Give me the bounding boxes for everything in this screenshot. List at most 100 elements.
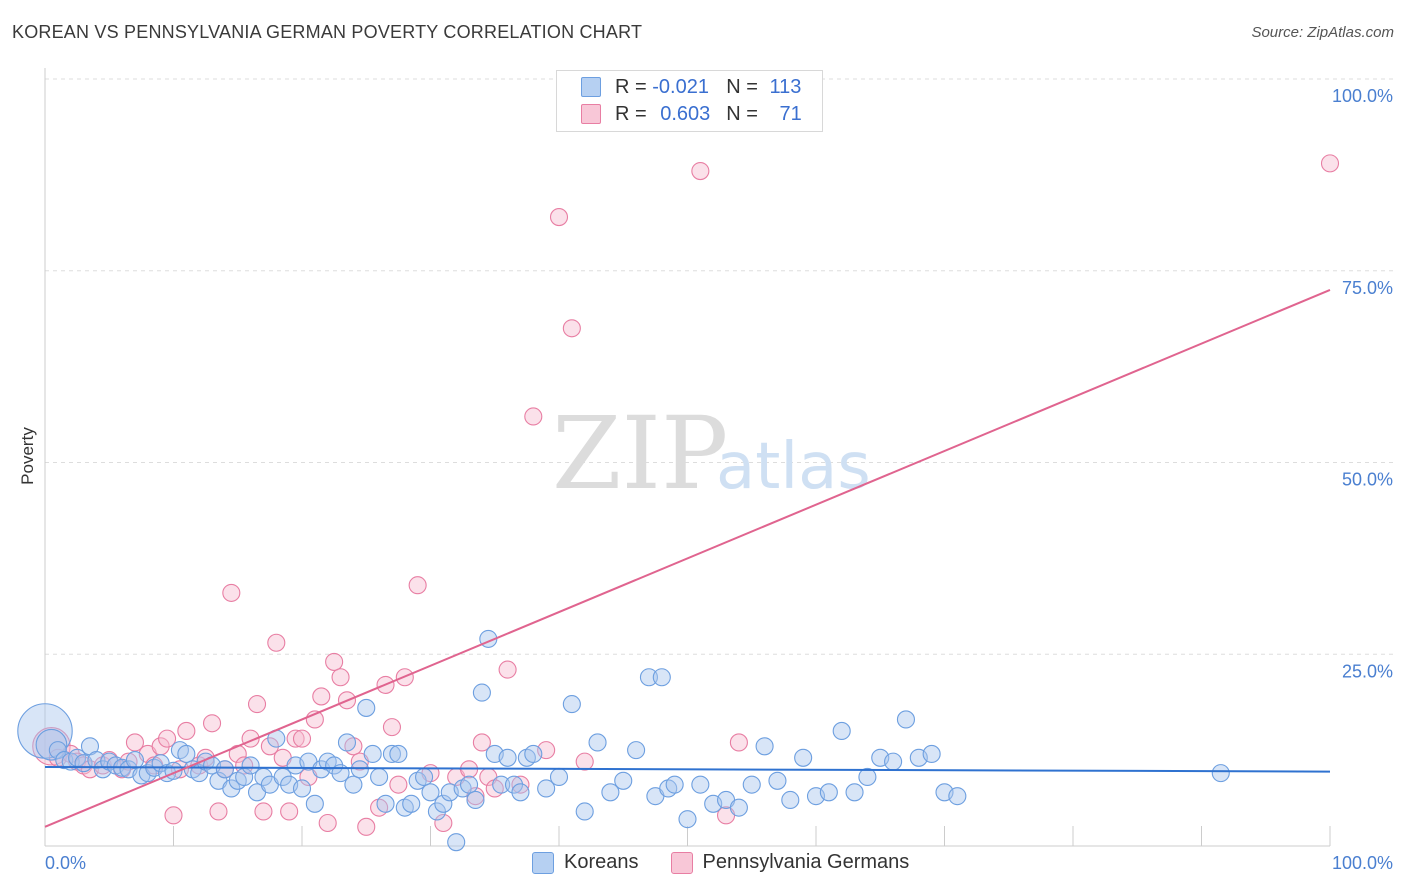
data-point-korean [948, 787, 967, 806]
data-point-pennsylvania-german [389, 775, 408, 794]
data-point-korean [819, 783, 838, 802]
data-point-pennsylvania-german [434, 813, 453, 833]
data-point-pennsylvania-german [1320, 154, 1340, 173]
data-point-pennsylvania-german [325, 652, 344, 671]
y-tick-label: 100.0% [1332, 86, 1393, 106]
data-point-korean [729, 798, 748, 817]
data-point-pennsylvania-german [286, 729, 305, 748]
data-point-korean [415, 767, 434, 787]
data-point-pennsylvania-german [408, 576, 427, 595]
data-point-korean [896, 710, 916, 729]
data-point-korean [447, 833, 466, 852]
data-point-pennsylvania-german [331, 668, 350, 687]
blue-points [17, 629, 1230, 852]
data-point-korean [832, 721, 851, 741]
legend-n-label: N = [726, 75, 764, 98]
data-point-korean [511, 783, 530, 802]
data-point-korean [781, 790, 800, 810]
data-point-pennsylvania-german [209, 802, 228, 821]
data-point-korean [222, 779, 241, 798]
data-point-korean [562, 695, 581, 714]
axes [44, 68, 1331, 847]
data-point-pennsylvania-german [357, 817, 376, 836]
data-point-korean [350, 760, 369, 779]
data-point-korean [537, 779, 556, 798]
data-point-pennsylvania-german [729, 733, 748, 752]
data-point-korean [325, 756, 344, 775]
data-point-korean [215, 760, 234, 779]
data-point-korean [241, 756, 260, 775]
tick-labels: 25.0% 50.0% 75.0% 100.0% 0.0% 100.0% [45, 86, 1393, 873]
data-point-korean [434, 794, 453, 813]
data-point-korean [652, 668, 671, 687]
data-point-korean [402, 794, 421, 813]
data-point-korean [292, 779, 312, 798]
data-point-korean [614, 771, 633, 790]
data-point-korean [755, 737, 774, 756]
data-point-korean [588, 733, 607, 752]
data-point-korean [357, 698, 376, 717]
x-tick-label: 100.0% [1332, 853, 1393, 873]
data-point-pennsylvania-german [222, 583, 241, 602]
legend-n-value: 71 [779, 102, 802, 125]
data-point-korean [370, 767, 389, 787]
data-point-korean [125, 751, 144, 770]
data-point-korean [742, 775, 761, 794]
y-tick-label: 25.0% [1342, 661, 1393, 681]
data-point-pennsylvania-german [158, 729, 177, 748]
data-point-pennsylvania-german [254, 802, 273, 821]
data-point-korean [601, 783, 620, 802]
y-axis-label: Poverty [18, 427, 37, 485]
legend-n-label: N = [726, 102, 764, 125]
data-point-korean [337, 733, 357, 752]
y-tick-label: 50.0% [1342, 470, 1393, 490]
data-point-pennsylvania-german [562, 319, 581, 338]
data-point-pennsylvania-german [292, 729, 312, 748]
source-label: Source: ZipAtlas.com [1251, 24, 1394, 41]
data-point-pennsylvania-german [203, 714, 222, 733]
legend-swatch-pink [581, 104, 601, 124]
data-point-pennsylvania-german [267, 633, 286, 652]
data-point-korean [691, 775, 710, 794]
legend-r-label: R = [615, 102, 653, 125]
legend-label-pennsylvania-germans: Pennsylvania Germans [702, 851, 910, 873]
data-point-korean [922, 744, 941, 764]
legend-row-pennsylvania-germans: R = 0.603 N = 71 [581, 101, 802, 127]
legend-item-koreans: Koreans [532, 851, 639, 874]
legend-swatch-koreans [532, 851, 554, 874]
data-point-korean [382, 744, 402, 764]
data-point-korean [305, 794, 324, 813]
data-point-korean [639, 668, 659, 687]
data-point-pennsylvania-german [498, 660, 517, 679]
data-point-korean [421, 783, 440, 802]
data-point-pennsylvania-german [312, 687, 331, 706]
stats-legend: R = -0.021 N = 113 R = 0.603 N = 71 [556, 70, 823, 132]
trend-lines [44, 289, 1331, 828]
data-point-korean [344, 775, 363, 794]
data-point-korean [376, 794, 395, 813]
gridlines [45, 78, 1395, 655]
data-point-korean [498, 748, 517, 767]
legend-swatch-pennsylvania-germans [670, 851, 693, 874]
chart-title: KOREAN VS PENNSYLVANIA GERMAN POVERTY CO… [12, 22, 643, 42]
watermark: ZIP atlas [552, 395, 871, 512]
data-point-korean [794, 748, 813, 767]
data-point-pennsylvania-german [549, 208, 569, 227]
data-point-pennsylvania-german [125, 733, 144, 752]
data-point-korean [884, 752, 903, 771]
data-point-korean [575, 802, 594, 821]
data-point-korean [459, 775, 479, 794]
data-point-korean [466, 790, 485, 810]
data-point-korean [492, 775, 511, 794]
data-point-korean [858, 767, 877, 787]
data-point-korean [665, 775, 684, 794]
data-point-korean [627, 741, 646, 760]
data-point-korean [48, 741, 67, 760]
data-point-pennsylvania-german [164, 806, 183, 825]
legend-n-value: 113 [769, 75, 802, 98]
legend-r-value: 0.603 [660, 102, 711, 125]
trend-line-koreans [44, 765, 1331, 773]
data-point-pennsylvania-german [575, 752, 594, 771]
y-tick-label: 75.0% [1342, 278, 1393, 298]
